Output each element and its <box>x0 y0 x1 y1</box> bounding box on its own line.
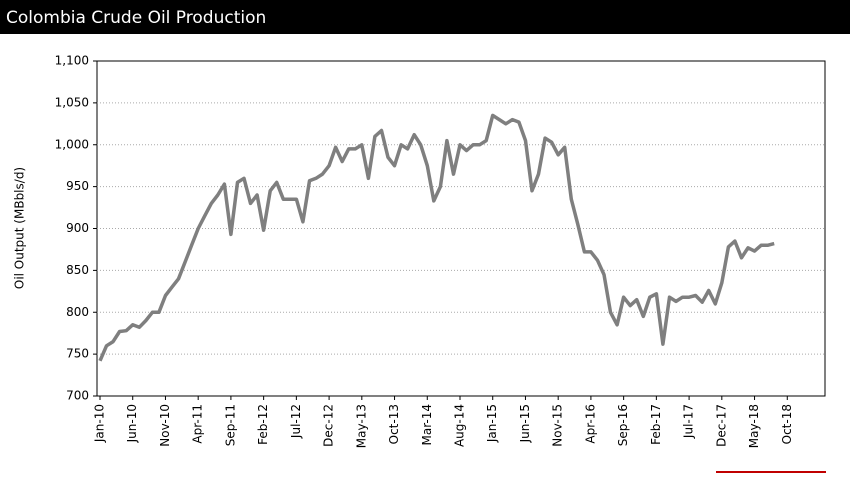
x-tick-label: Apr-11 <box>191 404 205 444</box>
x-tick-label: Apr-16 <box>583 404 597 444</box>
y-tick-label: 900 <box>66 221 89 235</box>
x-tick-label: Dec-12 <box>322 404 336 447</box>
x-tick-label: Sep-16 <box>616 404 630 446</box>
x-tick-label: Sep-11 <box>223 404 237 446</box>
x-tick-label: Jul-17 <box>682 404 696 439</box>
y-tick-label: 850 <box>66 263 89 277</box>
y-tick-label: 1,050 <box>55 95 89 109</box>
x-tick-label: Nov-15 <box>551 404 565 447</box>
x-tick-label: Jul-12 <box>289 404 303 439</box>
x-tick-label: Jan-15 <box>485 404 499 443</box>
x-tick-label: Oct-18 <box>780 404 794 444</box>
y-tick-label: 800 <box>66 305 89 319</box>
x-tick-label: Dec-17 <box>714 404 728 447</box>
x-tick-label: Nov-10 <box>158 404 172 447</box>
x-tick-label: Jan-10 <box>93 404 107 443</box>
data-line <box>98 113 775 362</box>
x-tick-label: Mar-14 <box>420 404 434 445</box>
y-tick-label: 1,100 <box>55 54 89 68</box>
y-tick-label: 950 <box>66 179 89 193</box>
x-tick-label: May-13 <box>354 404 368 448</box>
x-tick-label: Oct-13 <box>387 404 401 444</box>
x-tick-label: Jun-10 <box>125 404 139 443</box>
y-tick-label: 1,000 <box>55 137 89 151</box>
title-bar <box>0 0 850 34</box>
chart-title: Colombia Crude Oil Production <box>6 8 266 28</box>
x-tick-label: May-18 <box>747 404 761 448</box>
x-tick-label: Jun-15 <box>518 404 532 443</box>
x-tick-label: Feb-17 <box>649 404 663 445</box>
x-tick-label: Aug-14 <box>453 404 467 447</box>
x-tick-label: Feb-12 <box>256 404 270 445</box>
y-tick-label: 700 <box>66 389 89 403</box>
y-axis-label: Oil Output (MBbls/d) <box>13 167 27 289</box>
y-tick-label: 750 <box>66 347 89 361</box>
